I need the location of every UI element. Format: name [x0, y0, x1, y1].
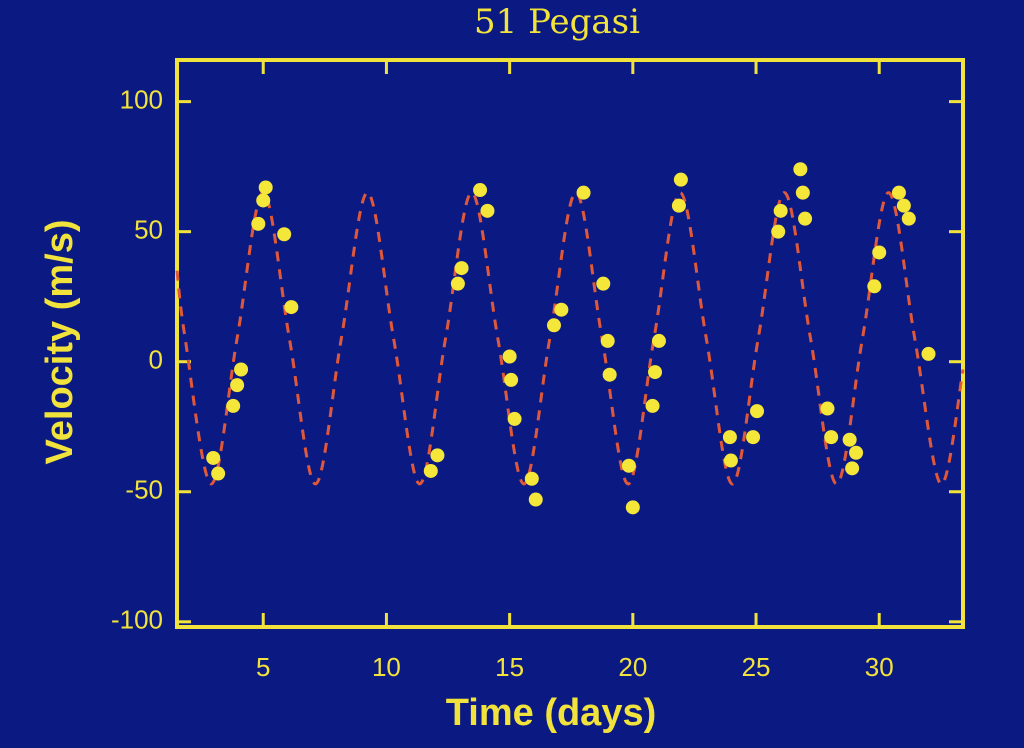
data-point: [824, 430, 839, 445]
data-point: [430, 448, 445, 463]
data-point: [921, 346, 936, 361]
data-point: [901, 211, 916, 226]
data-point: [450, 276, 465, 291]
y-axis-label: Velocity (m/s): [39, 220, 81, 465]
data-point: [849, 445, 864, 460]
data-point: [206, 450, 221, 465]
data-point: [507, 411, 522, 426]
data-point: [845, 461, 860, 476]
data-point: [625, 500, 640, 515]
data-point: [891, 185, 906, 200]
data-point: [576, 185, 591, 200]
data-point: [771, 224, 786, 239]
data-point: [671, 198, 686, 213]
data-point: [258, 180, 273, 195]
data-point: [546, 318, 561, 333]
x-tick-label: 5: [256, 652, 270, 682]
plot-frame: [175, 58, 965, 629]
data-point: [648, 365, 663, 380]
data-point: [502, 349, 517, 364]
x-axis-label: Time (days): [446, 692, 656, 734]
data-point: [750, 404, 765, 419]
data-point: [722, 430, 737, 445]
data-point: [673, 172, 688, 187]
data-point: [867, 279, 882, 294]
data-point: [423, 463, 438, 478]
x-tick-label: 25: [742, 652, 771, 682]
chart-title: 51 Pegasi: [474, 2, 640, 42]
y-tick-label: -100: [111, 605, 163, 635]
data-point: [528, 492, 543, 507]
data-point: [480, 203, 495, 218]
y-tick-label: 50: [134, 215, 163, 245]
data-point: [504, 372, 519, 387]
y-tick-label: -50: [125, 475, 163, 505]
data-point: [621, 458, 636, 473]
data-point: [256, 193, 271, 208]
data-point: [226, 398, 241, 413]
data-point: [793, 162, 808, 177]
data-point: [798, 211, 813, 226]
data-point: [230, 378, 245, 393]
x-tick-label: 30: [865, 652, 894, 682]
data-point: [554, 302, 569, 317]
data-point: [872, 245, 887, 260]
data-point: [234, 362, 249, 377]
data-point: [211, 466, 226, 481]
data-point: [645, 398, 660, 413]
data-point: [896, 198, 911, 213]
data-point: [842, 432, 857, 447]
data-point: [454, 261, 469, 276]
data-point: [473, 183, 488, 198]
data-point: [284, 300, 299, 315]
y-tick-label: 0: [149, 345, 163, 375]
data-point: [651, 333, 666, 348]
fit-curve: [175, 191, 965, 486]
x-tick-label: 20: [618, 652, 647, 682]
data-point: [795, 185, 810, 200]
data-point: [596, 276, 611, 291]
data-point: [524, 471, 539, 486]
data-point: [773, 203, 788, 218]
data-point: [820, 401, 835, 416]
data-point: [277, 227, 292, 242]
data-point: [723, 453, 738, 468]
data-point: [600, 333, 615, 348]
x-tick-label: 15: [495, 652, 524, 682]
x-tick-label: 10: [372, 652, 401, 682]
y-tick-label: 100: [120, 84, 163, 114]
data-point: [746, 430, 761, 445]
data-point: [602, 367, 617, 382]
data-point: [251, 216, 266, 231]
